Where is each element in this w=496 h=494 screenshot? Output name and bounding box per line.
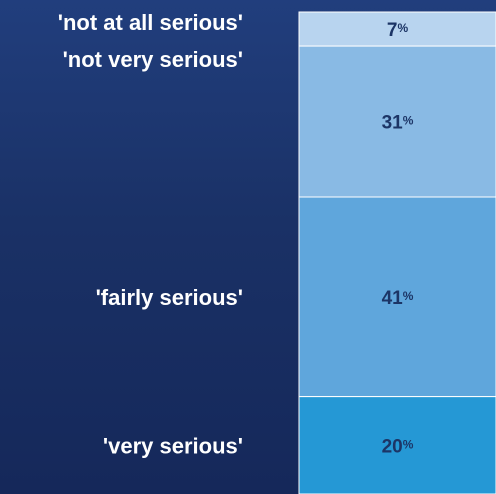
value-label-2: 41% — [382, 288, 414, 309]
category-label-1: 'not very serious' — [63, 47, 243, 72]
category-label-2: 'fairly serious' — [96, 285, 243, 310]
value-label-3: 20% — [382, 436, 414, 457]
value-label-0: 7% — [387, 20, 409, 41]
bar-segment-2 — [298, 196, 496, 398]
category-label-0: 'not at all serious' — [58, 10, 243, 35]
value-label-1: 31% — [382, 113, 414, 134]
bar-segment-3 — [298, 396, 496, 494]
bar-segment-0 — [298, 11, 496, 47]
bar-segment-1 — [298, 45, 496, 198]
category-label-3: 'very serious' — [103, 433, 243, 458]
